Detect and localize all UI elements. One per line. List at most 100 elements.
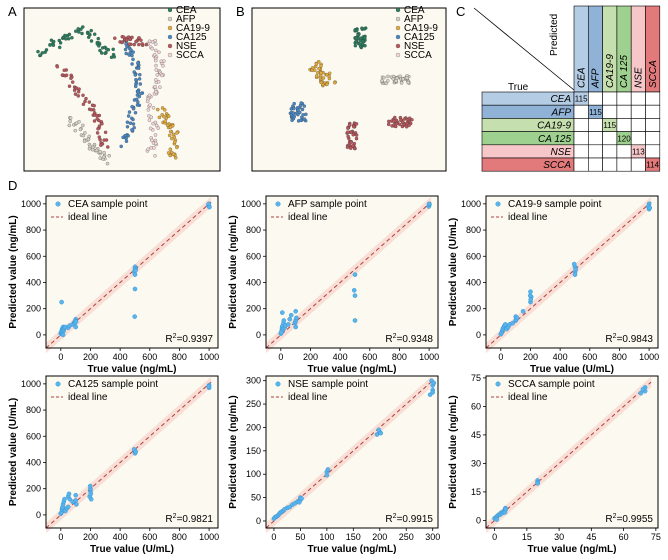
sample-point: [378, 430, 384, 436]
panel-b-legend-marker-4: [395, 43, 401, 49]
panel-b-legend-marker-0: [395, 7, 401, 13]
legend-point-marker: [495, 201, 501, 207]
panel-a-point: [99, 51, 104, 55]
panel-a-point: [150, 46, 154, 51]
panel-a-point: [125, 120, 130, 124]
panel-a-legend-marker-1: [167, 16, 173, 22]
panel-a-point: [57, 45, 62, 50]
panel-a-point: [153, 38, 157, 43]
panel-b-legend-marker-2: [395, 25, 401, 31]
matrix-cell: [645, 131, 661, 146]
x-tick-label: 0: [498, 352, 503, 362]
matrix-cell: [587, 157, 603, 172]
sample-point: [132, 272, 138, 277]
sample-point: [299, 496, 304, 501]
panel-a-point: [157, 50, 161, 55]
confusion-matrix: Predicted True CEA AFP CA19-9 CA 125 NSE SCCA…: [473, 5, 661, 172]
x-axis-label: True value (ng/mL): [88, 364, 177, 375]
panel-a-point: [170, 136, 174, 141]
matrix-cell: [630, 131, 646, 146]
panel-a-point: [154, 58, 158, 63]
y-tick-label: 600: [26, 251, 41, 261]
panel-a-point: [73, 128, 77, 133]
panel-a-clusters: [36, 25, 180, 166]
panel-a-point: [139, 91, 143, 96]
x-tick-label: 400: [113, 352, 128, 362]
panel-a-point: [62, 68, 66, 73]
confidence-band: [486, 196, 652, 354]
panel-a-point: [96, 36, 101, 41]
regression-plot-3: 0 200 400 600 800 1000 0 200 400 600 800 1000 True v…: [8, 375, 219, 555]
y-tick-label: 800: [246, 225, 261, 235]
x-tick-label: 600: [582, 352, 597, 362]
sample-point: [571, 261, 577, 267]
panel-a-point: [134, 97, 139, 102]
panel-a-point: [155, 73, 160, 77]
panel-a-point: [154, 63, 158, 68]
y-tick-label: 0: [476, 330, 481, 340]
y-tick-label: 0: [256, 516, 261, 526]
panel-a-point: [102, 150, 106, 155]
x-tick-label: 600: [142, 532, 157, 542]
panel-a-point: [156, 79, 161, 84]
panel-a-point: [124, 51, 128, 56]
matrix-cell: [616, 104, 632, 119]
panel-b-point: [314, 74, 319, 78]
matrix-cell-value-2: 115: [603, 121, 616, 130]
sample-point: [535, 481, 540, 486]
column-header-label-3: CA 125: [619, 55, 630, 88]
panel-b-point: [354, 35, 358, 40]
panel-a-point: [74, 29, 78, 33]
legend-point-marker: [495, 381, 501, 387]
panel-a-point: [132, 42, 136, 47]
panel-a-point: [162, 114, 166, 119]
row-header-label-1: AFP: [551, 107, 572, 118]
panel-a-point: [154, 123, 159, 128]
panel-a-legend-label-1: AFP: [176, 14, 196, 25]
sample-point: [431, 380, 437, 386]
panel-a-point: [130, 53, 134, 58]
panel-a-point: [153, 133, 158, 137]
matrix-cell: [573, 157, 589, 172]
x-tick-label: 400: [333, 352, 348, 362]
y-tick-label: 400: [26, 277, 41, 287]
panel-b-legend-label-4: NSE: [404, 41, 425, 52]
panel-a-point: [131, 117, 135, 122]
panel-b-legend-marker-1: [395, 16, 401, 22]
confidence-band: [46, 376, 212, 534]
panel-b-point: [407, 123, 411, 128]
y-tick-label: 600: [26, 431, 41, 441]
panel-label-c: C: [456, 4, 465, 19]
matrix-cell: [587, 118, 603, 132]
panel-a-point: [84, 96, 88, 101]
sample-point: [281, 318, 287, 323]
panel-b-point: [402, 117, 407, 121]
panel-b-point: [382, 75, 386, 80]
legend-point-label: CA19-9 sample point: [508, 199, 602, 210]
sample-point: [206, 384, 212, 389]
panel-a-point: [81, 133, 86, 138]
column-header-label-4: NSE: [634, 67, 645, 88]
x-tick-label: 800: [172, 352, 187, 362]
panel-b-point: [349, 140, 353, 144]
matrix-cell-value-4: 113: [632, 148, 645, 157]
panel-b-point: [353, 40, 358, 44]
matrix-cell: [573, 104, 589, 119]
row-header-label-3: CA 125: [538, 134, 571, 145]
panel-b-legend-marker-5: [395, 52, 401, 58]
panel-b-point: [327, 76, 332, 81]
panel-b-point: [405, 76, 409, 80]
panel-b-point: [356, 33, 361, 37]
x-tick-label: 15: [522, 532, 532, 542]
panel-a-legend-label-5: SCCA: [176, 50, 204, 61]
panel-b-point: [399, 118, 403, 122]
x-axis-label: True value (U/mL): [90, 544, 174, 555]
panel-a-point: [83, 99, 87, 104]
y-tick-label: 100: [246, 469, 261, 479]
row-header-label-5: SCCA: [543, 160, 571, 171]
plot-frame: [485, 195, 659, 349]
panel-a-point: [113, 36, 117, 40]
panel-a-point: [102, 155, 106, 159]
sample-point: [65, 504, 71, 510]
